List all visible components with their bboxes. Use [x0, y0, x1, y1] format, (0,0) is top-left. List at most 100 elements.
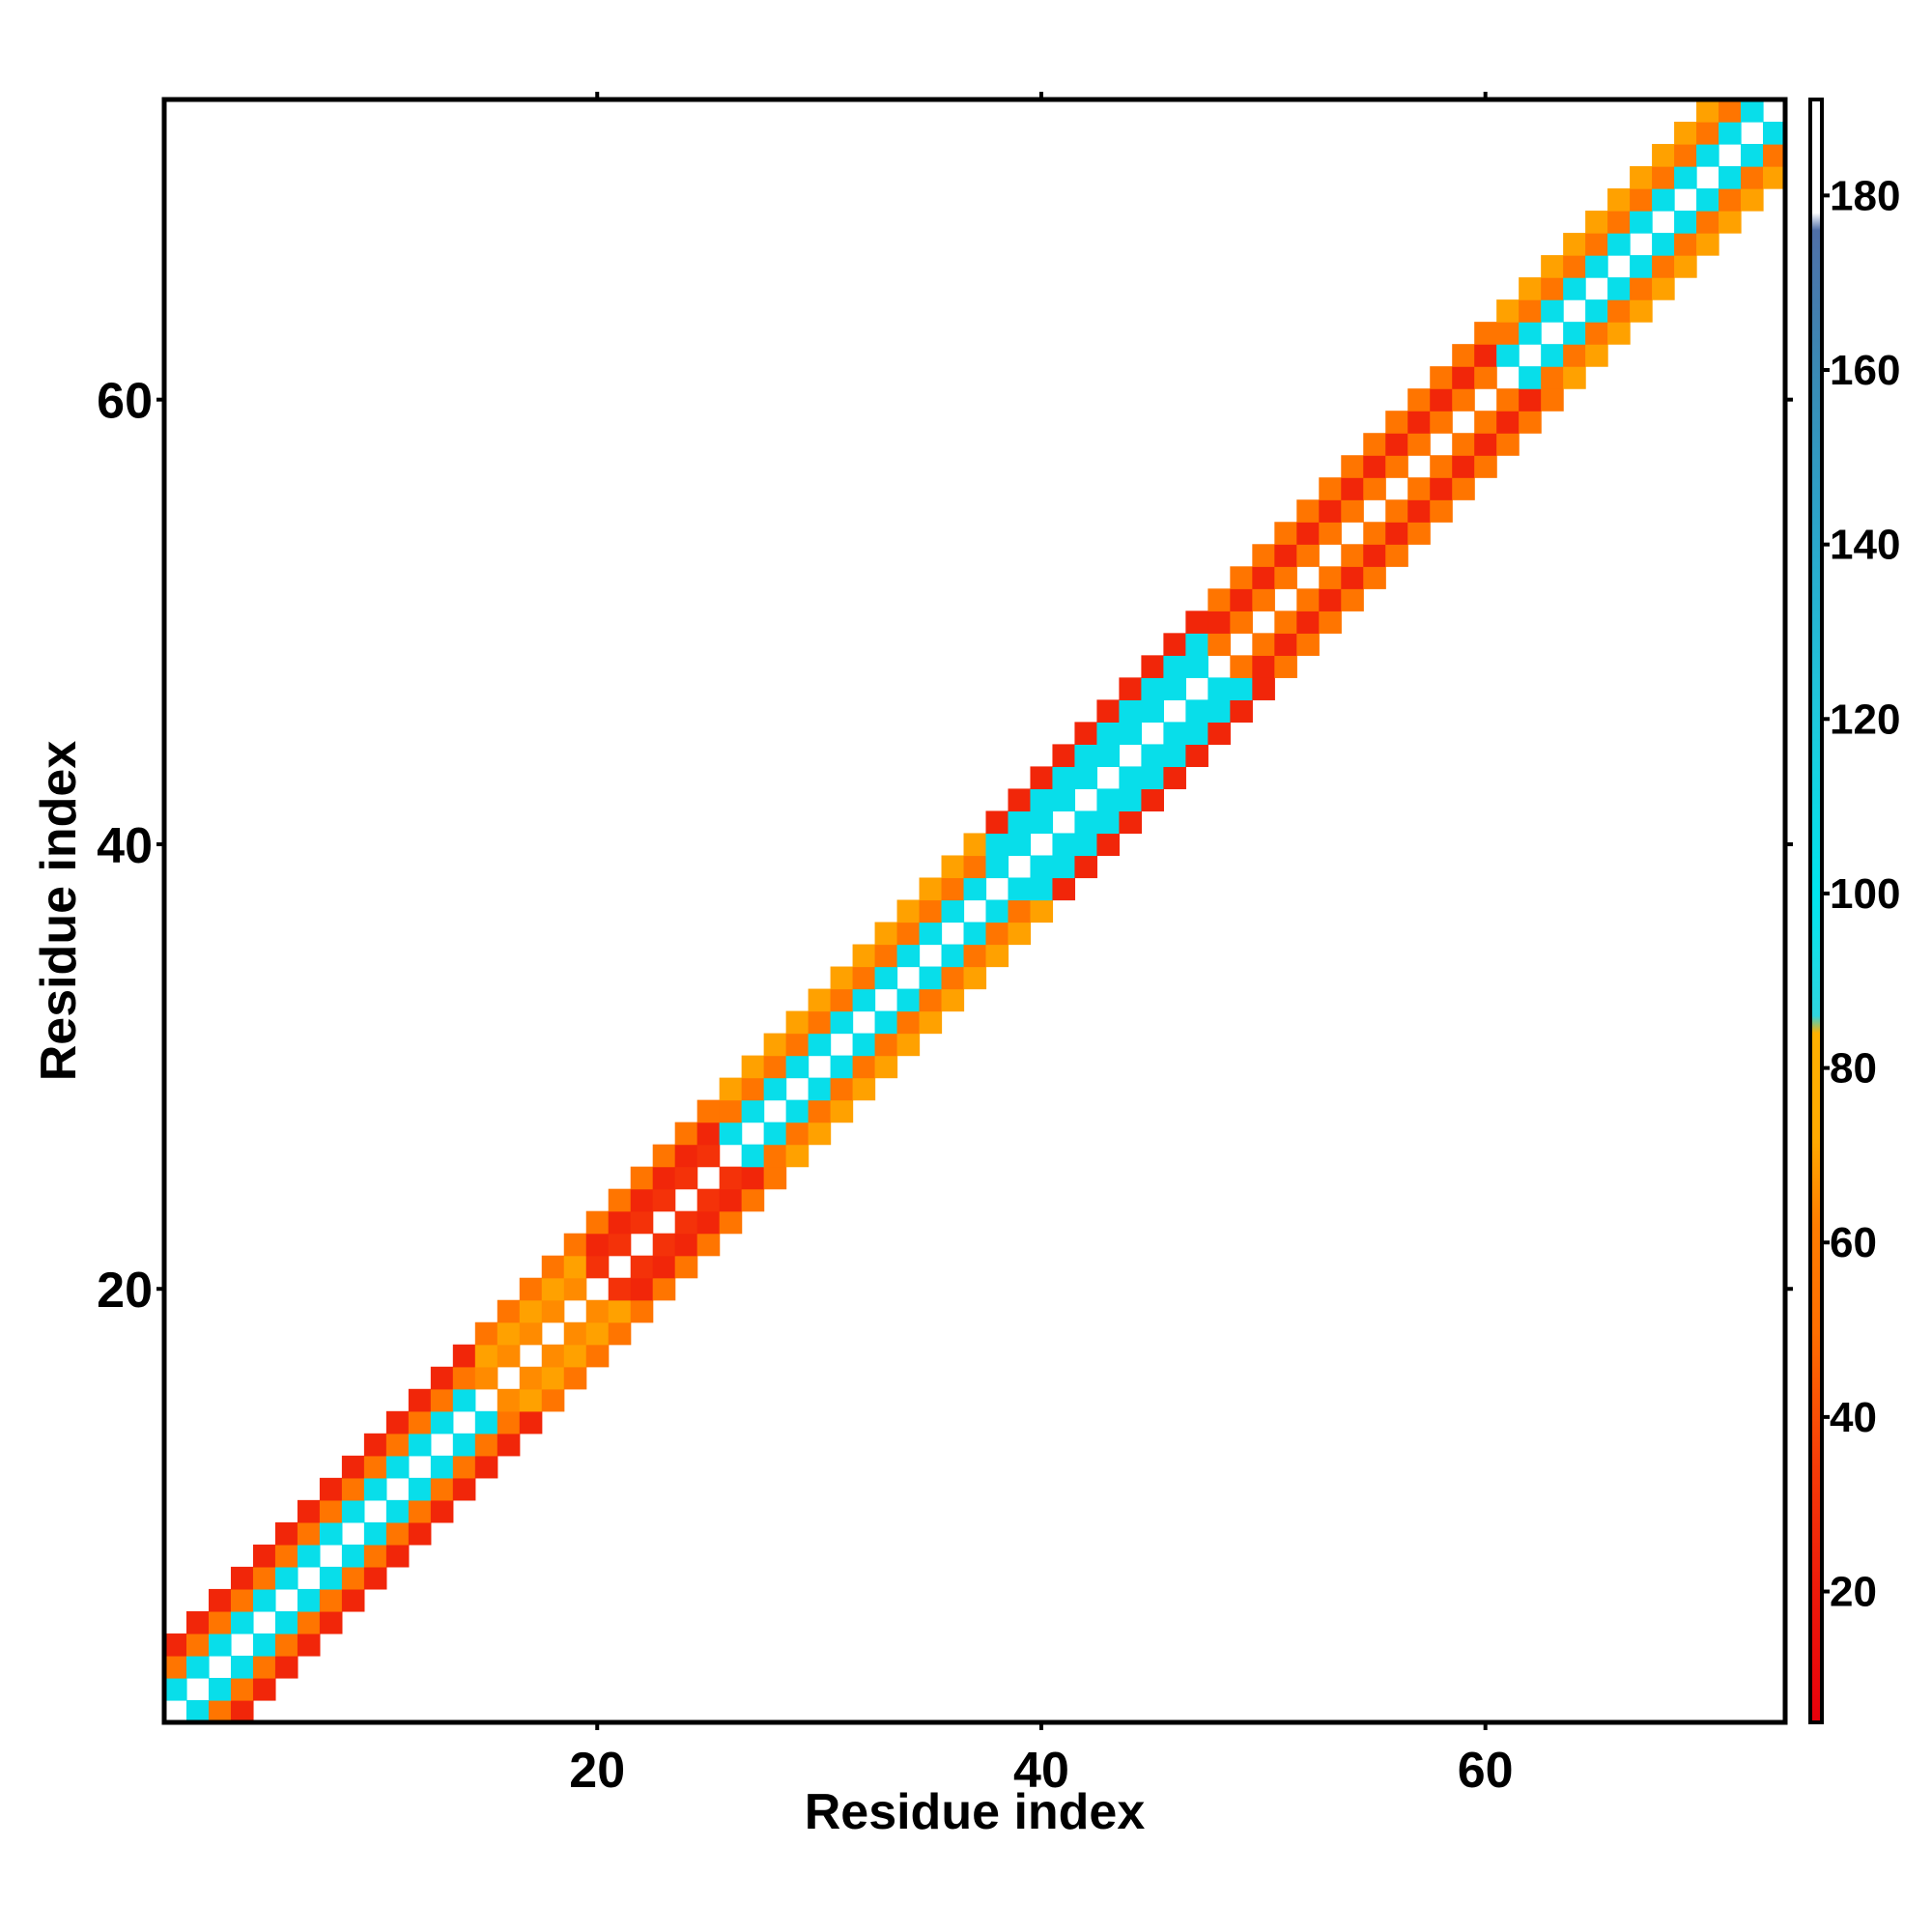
heatmap-cell: [1163, 744, 1186, 768]
heatmap-cell: [474, 1366, 498, 1390]
heatmap-cell: [474, 1410, 498, 1435]
heatmap-cell: [208, 1677, 232, 1701]
heatmap-cell: [808, 1077, 832, 1101]
heatmap-cell: [1519, 277, 1542, 300]
x-tick-label: 40: [1013, 1743, 1069, 1799]
heatmap-cell: [1274, 655, 1297, 678]
heatmap-cell: [630, 1277, 654, 1301]
heatmap-cell: [674, 1166, 698, 1190]
heatmap-cell: [1563, 255, 1586, 278]
heatmap-cell: [297, 1544, 321, 1568]
heatmap-cell: [297, 1610, 321, 1634]
heatmap-cell: [1430, 477, 1453, 500]
heatmap-cell: [1630, 188, 1653, 212]
heatmap-cell: [1563, 233, 1586, 256]
heatmap-cell: [1719, 188, 1742, 212]
heatmap-cell: [1696, 144, 1719, 167]
heatmap-cell: [963, 877, 987, 901]
heatmap-cell: [1185, 633, 1208, 656]
heatmap-cell: [919, 988, 943, 1012]
heatmap-cell: [363, 1433, 387, 1457]
heatmap-cell: [1563, 344, 1586, 367]
heatmap-cell: [1185, 722, 1208, 745]
heatmap-cell: [274, 1655, 298, 1679]
heatmap-cell: [852, 1077, 876, 1101]
heatmap-cell: [297, 1588, 321, 1612]
colorbar-tick-label: 60: [1830, 1219, 1877, 1266]
heatmap-cell: [1008, 899, 1032, 923]
heatmap-cell: [630, 1210, 654, 1235]
heatmap-cell: [1008, 877, 1032, 901]
heatmap-cell: [1341, 566, 1364, 589]
heatmap-cell: [1319, 522, 1342, 545]
heatmap-cell: [785, 1099, 810, 1123]
heatmap-cell: [1319, 477, 1342, 500]
heatmap-cell: [741, 1188, 765, 1212]
heatmap-cell: [230, 1677, 254, 1701]
heatmap-cell: [563, 1321, 587, 1346]
heatmap-cell: [719, 1188, 743, 1212]
heatmap-cell: [408, 1388, 432, 1412]
heatmap-cell: [1763, 122, 1786, 145]
heatmap-cell: [941, 899, 965, 923]
heatmap-cell: [1452, 366, 1475, 389]
heatmap-cell: [1407, 411, 1431, 434]
heatmap-cell: [763, 1144, 787, 1168]
heatmap-cell: [919, 877, 943, 901]
heatmap-cell: [541, 1344, 565, 1368]
heatmap-cell: [696, 1233, 721, 1257]
heatmap-cell: [941, 988, 965, 1012]
heatmap-cell: [1119, 699, 1142, 723]
heatmap-cell: [1719, 99, 1742, 123]
heatmap-cell: [1074, 810, 1098, 835]
heatmap-cell: [1674, 233, 1697, 256]
heatmap-cell: [1030, 877, 1054, 901]
heatmap-cell: [341, 1566, 365, 1590]
heatmap-cell: [963, 833, 987, 857]
heatmap-cell: [652, 1277, 676, 1301]
heatmap-cell: [1696, 99, 1719, 123]
heatmap-cell: [1607, 299, 1631, 323]
heatmap-cell: [452, 1388, 476, 1412]
heatmap-cell: [1541, 277, 1564, 300]
heatmap-cell: [1363, 477, 1386, 500]
heatmap-cell: [1385, 499, 1408, 523]
heatmap-cell: [1008, 810, 1032, 835]
heatmap-cell: [1696, 122, 1719, 145]
heatmap-cell: [297, 1633, 321, 1657]
heatmap-cell: [1541, 344, 1564, 367]
heatmap-cell: [1163, 633, 1186, 656]
heatmap-cell: [1141, 744, 1164, 768]
heatmap-cell: [1496, 388, 1520, 412]
heatmap-cells: [164, 99, 1786, 1723]
heatmap-cell: [608, 1299, 632, 1323]
heatmap-cell: [341, 1455, 365, 1479]
colorbar-tick-label: 80: [1830, 1045, 1877, 1093]
heatmap-cell: [1096, 722, 1121, 745]
heatmap-cell: [274, 1633, 298, 1657]
x-tick-label: 60: [1458, 1743, 1514, 1799]
heatmap-cell: [963, 944, 987, 968]
heatmap-cell: [474, 1433, 498, 1457]
heatmap-cell: [852, 1055, 876, 1079]
y-axis-title: Residue index: [31, 741, 87, 1082]
x-axis-title: Residue index: [805, 1784, 1146, 1840]
heatmap-cell: [785, 1122, 810, 1146]
heatmap-cell: [319, 1521, 343, 1546]
heatmap-cell: [1141, 788, 1164, 812]
heatmap-cell: [608, 1277, 632, 1301]
heatmap-cell: [1341, 544, 1364, 567]
heatmap-cell: [1541, 299, 1564, 323]
heatmap-cell: [1652, 166, 1675, 189]
heatmap-cell: [274, 1544, 298, 1568]
heatmap-cell: [385, 1433, 410, 1457]
heatmap-cell: [1163, 655, 1186, 678]
heatmap-cell: [1185, 744, 1208, 768]
heatmap-cell: [652, 1144, 676, 1168]
heatmap-cell: [1030, 810, 1054, 835]
heatmap-cell: [1141, 699, 1164, 723]
heatmap-cell: [719, 1077, 743, 1101]
heatmap-cell: [585, 1299, 610, 1323]
heatmap-cell: [274, 1521, 298, 1546]
